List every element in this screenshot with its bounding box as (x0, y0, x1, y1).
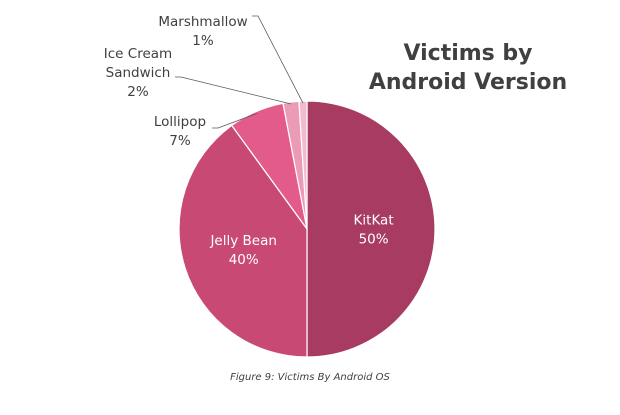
slice-value-kitkat: 50% (359, 232, 389, 248)
chart-title-line-1: Victims by (403, 41, 532, 66)
slice-label-jelly-bean: Jelly Bean (209, 233, 276, 249)
leader-line-marshmallow (252, 15, 304, 104)
slice-label-marshmallow: Marshmallow (158, 14, 247, 30)
leader-lines (175, 15, 304, 129)
figure-caption: Figure 9: Victims By Android OS (230, 372, 390, 383)
pie-slice-marshmallow (298, 100, 308, 230)
chart-title-line-2: Android Version (369, 70, 567, 95)
leader-line-ice-cream-sandwich (175, 76, 292, 105)
pie-chart: KitKat 50% Jelly Bean 40% Lollipop 7% Ice Crea… (104, 14, 567, 358)
pie-slice-jelly-bean (178, 124, 308, 358)
slice-value-jelly-bean: 40% (229, 252, 259, 268)
slice-value-lollipop: 7% (169, 133, 191, 149)
slice-label-kitkat: KitKat (354, 213, 394, 229)
chart-title: Victims by Android Version (369, 41, 567, 95)
slice-label-ice-cream-sandwich: Sandwich (106, 65, 171, 81)
slice-label-ice-cream-sandwich: Ice Cream (104, 46, 172, 62)
leader-line-lollipop (212, 113, 258, 129)
pie-slices (178, 100, 436, 358)
slice-label-lollipop: Lollipop (154, 114, 206, 130)
slice-value-marshmallow: 1% (192, 33, 214, 49)
pie-slice-kitkat (306, 100, 436, 358)
slice-labels: KitKat 50% Jelly Bean 40% Lollipop 7% Ice Crea… (104, 14, 394, 268)
slice-value-ice-cream-sandwich: 2% (127, 84, 149, 100)
